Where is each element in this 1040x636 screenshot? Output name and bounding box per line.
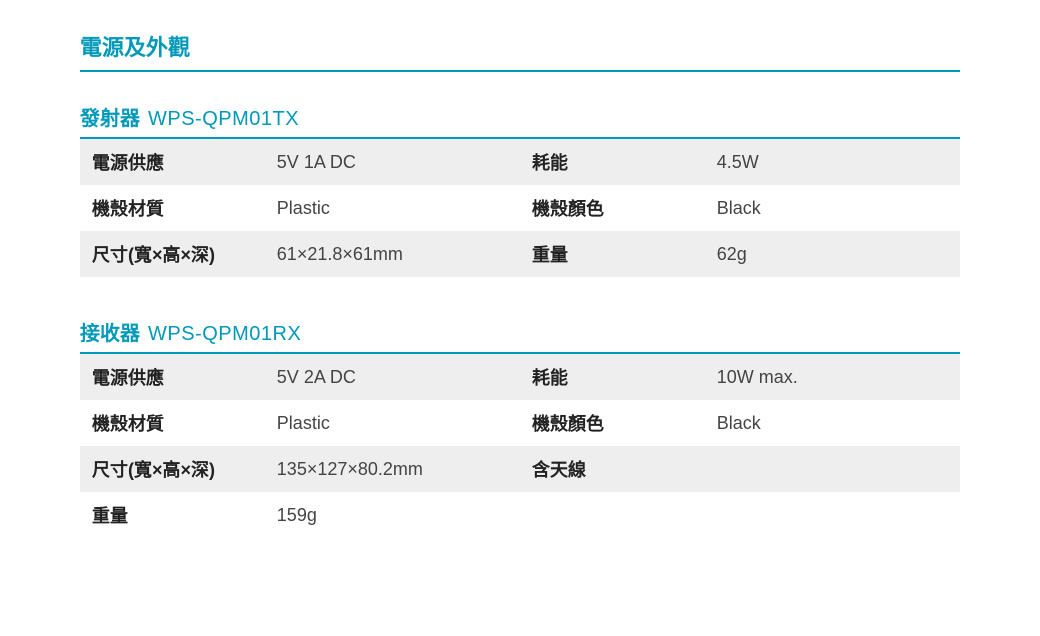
sub-title: 接收器 WPS-QPM01RX — [80, 317, 960, 354]
spec-table: 電源供應5V 1A DC耗能4.5W機殼材質Plastic機殼顏色Black尺寸… — [80, 139, 960, 277]
spec-key: 重量 — [80, 492, 265, 538]
table-row: 尺寸(寬×高×深)61×21.8×61mm重量62g — [80, 231, 960, 277]
spec-key: 機殼顏色 — [520, 185, 705, 231]
sub-title-model: WPS-QPM01TX — [148, 108, 299, 130]
spec-key: 含天線 — [520, 446, 705, 492]
spec-key: 耗能 — [520, 139, 705, 185]
spec-key: 電源供應 — [80, 354, 265, 400]
spec-value — [705, 492, 960, 538]
spec-value: 135×127×80.2mm — [265, 446, 520, 492]
spec-table: 電源供應5V 2A DC耗能10W max.機殼材質Plastic機殼顏色Bla… — [80, 354, 960, 538]
sub-title-label: 發射器 — [80, 108, 140, 130]
table-row: 尺寸(寬×高×深)135×127×80.2mm含天線 — [80, 446, 960, 492]
spec-value: 61×21.8×61mm — [265, 231, 520, 277]
spec-key: 尺寸(寬×高×深) — [80, 446, 265, 492]
spec-block: 接收器WPS-QPM01RX電源供應5V 2A DC耗能10W max.機殼材質… — [80, 317, 960, 538]
table-row: 機殼材質Plastic機殼顏色Black — [80, 185, 960, 231]
sub-title-model: WPS-QPM01RX — [148, 323, 301, 345]
table-row: 機殼材質Plastic機殼顏色Black — [80, 400, 960, 446]
spec-value: 62g — [705, 231, 960, 277]
spec-key — [520, 492, 705, 538]
spec-value: 4.5W — [705, 139, 960, 185]
spec-key: 重量 — [520, 231, 705, 277]
spec-value — [705, 446, 960, 492]
table-row: 重量159g — [80, 492, 960, 538]
sub-title-label: 接收器 — [80, 323, 140, 345]
spec-value: 10W max. — [705, 354, 960, 400]
spec-key: 機殼材質 — [80, 400, 265, 446]
spec-key: 電源供應 — [80, 139, 265, 185]
table-row: 電源供應5V 1A DC耗能4.5W — [80, 139, 960, 185]
spec-key: 尺寸(寬×高×深) — [80, 231, 265, 277]
spec-block: 發射器WPS-QPM01TX電源供應5V 1A DC耗能4.5W機殼材質Plas… — [80, 102, 960, 277]
spec-key: 機殼材質 — [80, 185, 265, 231]
spec-blocks-container: 發射器WPS-QPM01TX電源供應5V 1A DC耗能4.5W機殼材質Plas… — [80, 102, 960, 538]
spec-key: 機殼顏色 — [520, 400, 705, 446]
spec-value: 159g — [265, 492, 520, 538]
table-row: 電源供應5V 2A DC耗能10W max. — [80, 354, 960, 400]
spec-value: Black — [705, 185, 960, 231]
spec-value: Black — [705, 400, 960, 446]
spec-value: Plastic — [265, 185, 520, 231]
spec-value: 5V 2A DC — [265, 354, 520, 400]
section-title: 電源及外觀 — [80, 30, 960, 72]
spec-value: 5V 1A DC — [265, 139, 520, 185]
spec-value: Plastic — [265, 400, 520, 446]
spec-key: 耗能 — [520, 354, 705, 400]
sub-title: 發射器 WPS-QPM01TX — [80, 102, 960, 139]
